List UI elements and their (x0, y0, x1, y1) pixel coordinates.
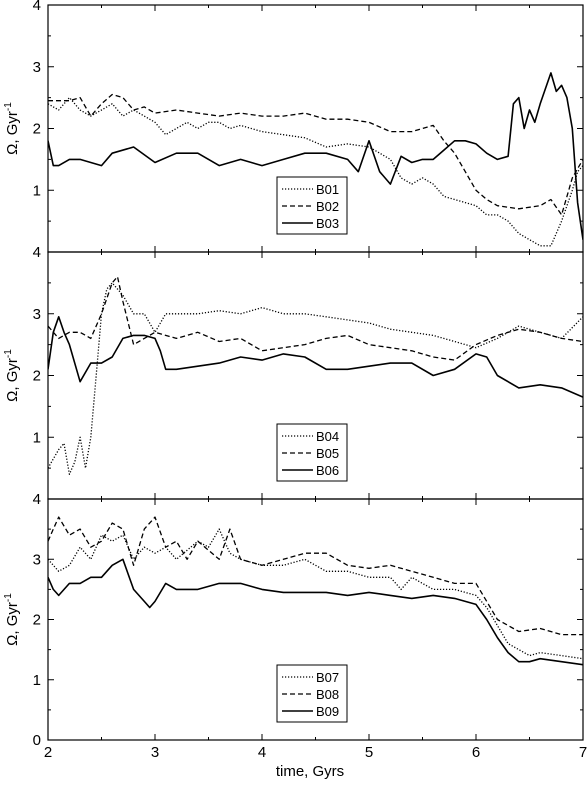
y-tick-label: 1 (33, 429, 41, 446)
legend-box (276, 664, 348, 723)
y-tick-label: 0 (33, 732, 41, 749)
x-axis: time, Gyrs 2 3 4 5 6 7 (44, 744, 587, 780)
series-group (48, 516, 583, 666)
series-line-b07 (48, 528, 583, 660)
x-tick-label: 4 (258, 744, 266, 761)
y-tick-label: 4 (33, 0, 41, 14)
series-line-b08 (48, 516, 583, 636)
panel-3: 0 1 2 3 4 Ω, Gyr-1 B07 B08 B09 (3, 491, 584, 749)
y-tick-label: 3 (33, 306, 41, 323)
legend-label-b01: B01 (316, 182, 339, 197)
y-tick-label: 1 (33, 182, 41, 199)
x-tick-label: 6 (472, 744, 480, 761)
legend-label-b08: B08 (316, 687, 339, 702)
legend: B01 B02 B03 (276, 176, 348, 235)
legend-label-b07: B07 (316, 670, 339, 685)
series-line-b06 (48, 316, 583, 398)
series-line-b09 (48, 558, 583, 666)
legend-label-b04: B04 (316, 429, 339, 444)
series-line-b05 (48, 276, 583, 361)
series-line-b04 (48, 282, 583, 475)
series-line-b03 (48, 72, 583, 240)
y-axis-title: Ω, Gyr-1 (3, 102, 21, 155)
legend-label-b05: B05 (316, 446, 339, 461)
y-tick-label: 2 (33, 612, 41, 629)
series-group (48, 72, 583, 247)
y-axis-title: Ω, Gyr-1 (3, 349, 21, 402)
legend-label-b02: B02 (316, 199, 339, 214)
y-tick-label: 4 (33, 244, 41, 261)
panel-2: 1 2 3 4 Ω, Gyr-1 B04 B05 B06 (3, 244, 584, 500)
legend: B07 B08 B09 (276, 664, 348, 723)
y-tick-label: 4 (33, 491, 41, 508)
legend-box (276, 176, 348, 235)
x-tick-label: 3 (151, 744, 159, 761)
legend-label-b03: B03 (316, 216, 339, 231)
legend-label-b09: B09 (316, 704, 339, 719)
x-axis-title: time, Gyrs (276, 763, 344, 780)
x-tick-label: 7 (579, 744, 587, 761)
series-group (48, 276, 583, 475)
y-tick-label: 3 (33, 551, 41, 568)
y-tick-label: 1 (33, 672, 41, 689)
y-tick-label: 2 (33, 368, 41, 385)
legend-box (276, 423, 348, 482)
x-tick-label: 2 (44, 744, 52, 761)
y-tick-label: 3 (33, 59, 41, 76)
y-axis-title: Ω, Gyr-1 (3, 593, 21, 646)
x-tick-label: 5 (365, 744, 373, 761)
y-tick-label: 2 (33, 121, 41, 138)
series-line-b02 (48, 93, 583, 216)
series-line-b01 (48, 96, 583, 247)
legend-label-b06: B06 (316, 463, 339, 478)
legend: B04 B05 B06 (276, 423, 348, 482)
panel-1: 1 2 3 4 Ω, Gyr-1 B01 B02 B03 (3, 0, 584, 253)
